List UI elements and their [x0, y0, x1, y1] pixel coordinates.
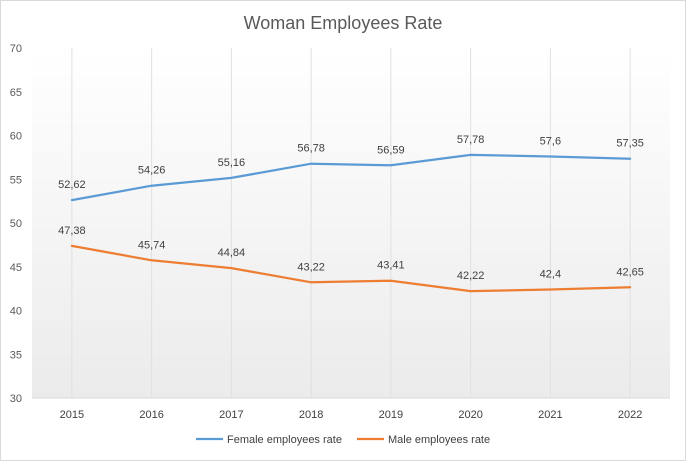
x-tick-label: 2018 [299, 409, 323, 421]
x-tick-label: 2021 [538, 409, 562, 421]
x-tick-label: 2015 [60, 409, 84, 421]
data-label: 47,38 [58, 225, 86, 237]
series-line-male [70, 244, 632, 293]
legend-entry[interactable]: Female employees rate [227, 434, 342, 446]
data-label: 52,62 [58, 179, 86, 191]
y-tick-label: 30 [10, 393, 22, 405]
y-tick-label: 40 [10, 306, 22, 318]
data-label: 55,16 [218, 157, 246, 169]
series-line-female [70, 153, 632, 202]
data-label: 42,4 [540, 269, 561, 281]
data-label: 56,78 [297, 143, 325, 155]
y-tick-label: 60 [10, 131, 22, 143]
x-tick-label: 2017 [219, 409, 243, 421]
data-label: 57,35 [616, 138, 644, 150]
y-tick-label: 70 [10, 43, 22, 55]
data-label: 42,22 [457, 270, 485, 282]
y-tick-label: 45 [10, 262, 22, 274]
grid-lines [32, 48, 670, 399]
legend[interactable]: Female employees rate Male employees rate [196, 434, 490, 446]
chart-title: Woman Employees Rate [244, 13, 443, 33]
y-axis: 30 35 40 45 50 55 60 65 70 [10, 43, 22, 405]
data-labels: 52,62 54,26 55,16 56,78 56,59 57,78 57,6 57,35 4… [58, 134, 644, 282]
data-label: 43,22 [297, 261, 325, 273]
x-tick-label: 2020 [458, 409, 482, 421]
data-label: 44,84 [218, 247, 246, 259]
y-tick-label: 55 [10, 174, 22, 186]
x-tick-label: 2022 [618, 409, 642, 421]
plot-area [32, 48, 670, 398]
data-label: 43,41 [377, 260, 405, 272]
x-tick-label: 2019 [379, 409, 403, 421]
legend-entry[interactable]: Male employees rate [388, 434, 490, 446]
data-label: 42,65 [616, 266, 644, 278]
series-group [70, 153, 632, 293]
data-label: 56,59 [377, 144, 405, 156]
data-label: 54,26 [138, 165, 166, 177]
x-tick-label: 2016 [139, 409, 163, 421]
y-tick-label: 50 [10, 218, 22, 230]
data-label: 57,78 [457, 134, 485, 146]
x-axis: 2015 2016 2017 2018 2019 2020 2021 2022 [60, 409, 643, 421]
y-tick-label: 65 [10, 87, 22, 99]
data-label: 45,74 [138, 239, 166, 251]
y-tick-label: 35 [10, 349, 22, 361]
data-label: 57,6 [540, 136, 561, 148]
